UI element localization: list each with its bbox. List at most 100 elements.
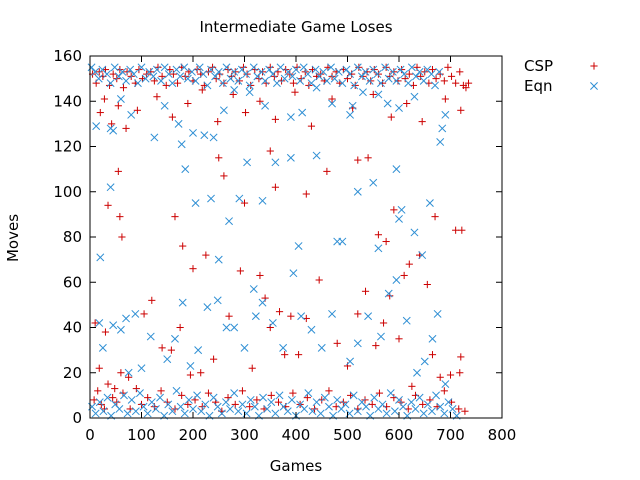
data-point-csp <box>363 68 371 76</box>
data-point-csp <box>251 65 259 74</box>
data-point-csp <box>184 99 192 108</box>
data-point-eqn <box>251 312 260 321</box>
data-point-eqn <box>296 76 305 85</box>
data-point-csp <box>369 90 377 99</box>
series-eqn <box>87 63 461 420</box>
data-point-csp <box>189 265 197 273</box>
data-point-eqn <box>257 67 266 76</box>
data-point-eqn <box>234 407 243 416</box>
data-point-eqn <box>428 407 436 416</box>
data-point-csp <box>144 394 152 402</box>
data-point-eqn <box>176 402 185 411</box>
data-point-csp <box>258 68 267 76</box>
data-point-eqn <box>420 357 429 366</box>
data-point-eqn <box>164 400 173 409</box>
data-point-csp <box>348 70 356 78</box>
data-point-eqn <box>211 72 220 81</box>
data-point-eqn <box>311 65 320 74</box>
data-point-eqn <box>195 63 204 72</box>
data-point-csp <box>202 251 210 259</box>
data-point-eqn <box>433 309 442 318</box>
series-csp <box>88 63 473 415</box>
data-point-csp <box>267 391 275 399</box>
data-point-eqn <box>98 343 107 352</box>
data-point-eqn <box>177 140 186 149</box>
data-point-eqn <box>287 395 296 404</box>
data-point-csp <box>109 70 117 78</box>
data-point-eqn <box>235 194 244 203</box>
data-point-csp <box>123 68 131 76</box>
data-point-eqn <box>156 393 164 402</box>
data-point-eqn <box>127 395 136 404</box>
data-point-csp <box>400 271 408 280</box>
data-point-eqn <box>319 67 328 76</box>
data-point-eqn <box>189 404 197 413</box>
data-point-csp <box>423 280 431 289</box>
data-point-csp <box>386 292 394 300</box>
data-point-eqn <box>194 346 203 355</box>
data-point-csp <box>96 108 104 117</box>
data-point-eqn <box>265 65 274 74</box>
data-point-csp <box>354 310 362 318</box>
data-point-eqn <box>444 398 453 407</box>
data-point-eqn <box>271 158 280 167</box>
data-point-csp <box>118 233 126 241</box>
data-point-eqn <box>94 74 103 83</box>
data-point-csp <box>368 400 376 409</box>
data-point-eqn <box>419 76 428 85</box>
x-tick-label: 300 <box>230 426 259 444</box>
data-point-csp <box>333 339 341 347</box>
data-point-eqn <box>388 67 397 76</box>
data-point-csp <box>119 84 128 92</box>
data-point-csp <box>117 369 125 377</box>
data-point-eqn <box>249 63 258 72</box>
data-point-csp <box>405 70 413 78</box>
data-point-csp <box>235 77 243 85</box>
data-point-eqn <box>157 76 166 85</box>
data-point-eqn <box>438 124 447 133</box>
data-point-eqn <box>328 99 337 108</box>
data-point-csp <box>157 387 165 395</box>
data-point-eqn <box>96 253 105 262</box>
data-point-eqn <box>400 70 409 79</box>
data-point-eqn <box>423 400 432 409</box>
data-point-csp <box>208 63 217 71</box>
data-point-eqn <box>369 178 378 187</box>
data-point-csp <box>178 391 186 399</box>
data-point-eqn <box>151 404 160 413</box>
data-point-eqn <box>250 402 259 411</box>
data-point-csp <box>101 328 110 336</box>
data-point-eqn <box>171 334 179 343</box>
data-point-eqn <box>116 95 125 103</box>
data-point-eqn <box>243 158 252 167</box>
data-point-csp <box>162 81 170 90</box>
data-point-eqn <box>407 63 416 72</box>
data-point-eqn <box>338 237 347 246</box>
data-point-csp <box>255 75 263 83</box>
data-point-eqn <box>189 128 197 137</box>
data-point-eqn <box>181 165 190 174</box>
data-point-eqn <box>219 106 228 115</box>
data-point-csp <box>281 351 289 359</box>
data-point-eqn <box>353 407 362 416</box>
data-point-eqn <box>381 63 390 72</box>
data-point-csp <box>364 154 372 162</box>
data-point-csp <box>354 156 362 164</box>
data-point-csp <box>457 106 465 114</box>
data-point-eqn <box>312 83 321 92</box>
data-point-eqn <box>299 63 308 72</box>
data-point-eqn <box>209 393 218 402</box>
data-point-csp <box>179 242 187 250</box>
data-point-csp <box>323 167 331 175</box>
data-point-eqn <box>259 393 267 402</box>
data-point-csp <box>231 68 239 76</box>
data-point-eqn <box>103 70 111 79</box>
data-point-eqn <box>115 404 124 413</box>
legend-marker-csp <box>590 62 598 70</box>
data-point-eqn <box>346 70 355 79</box>
data-point-eqn <box>374 244 383 253</box>
data-point-eqn <box>176 72 185 81</box>
data-point-csp <box>148 296 156 304</box>
data-point-eqn <box>307 325 316 334</box>
data-point-eqn <box>120 391 128 400</box>
